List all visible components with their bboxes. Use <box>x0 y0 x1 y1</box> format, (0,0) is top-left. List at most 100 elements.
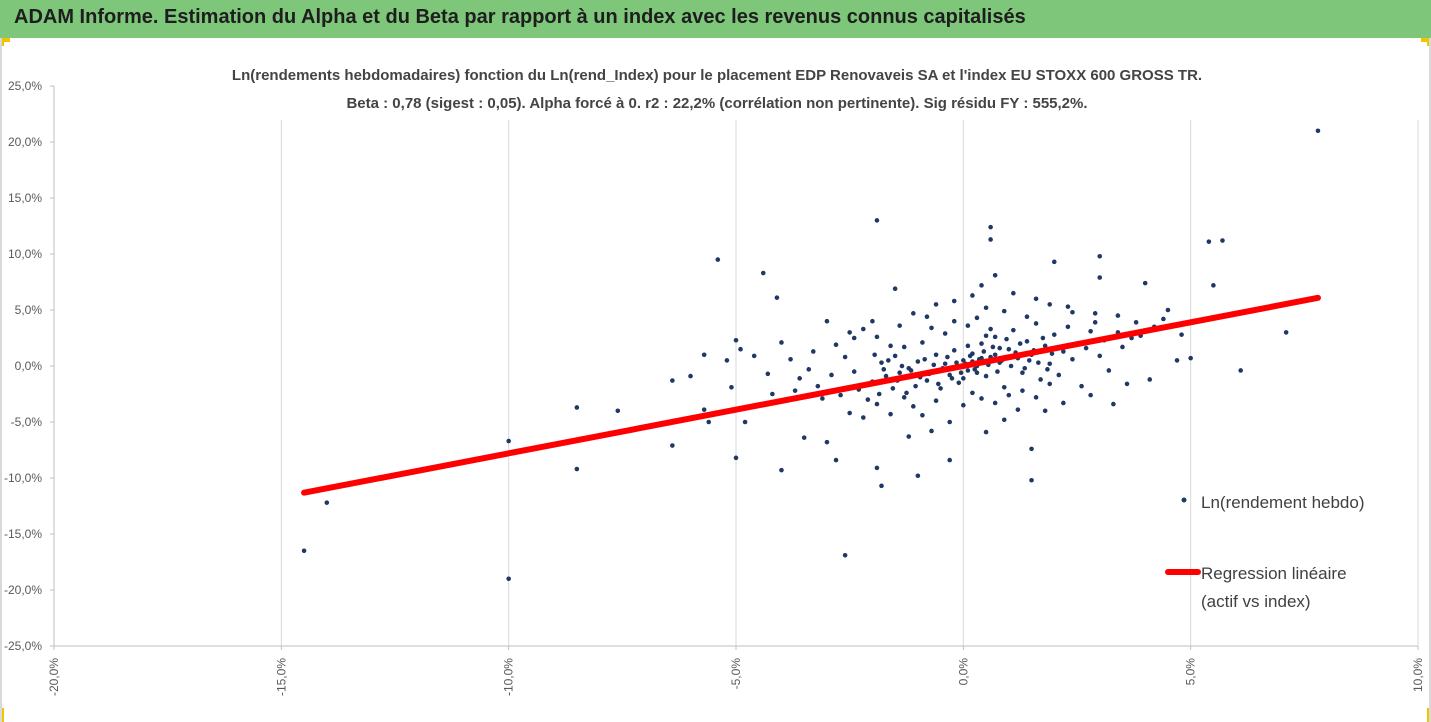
data-point <box>949 376 955 381</box>
data-point <box>979 283 984 288</box>
data-point <box>886 358 891 363</box>
data-point <box>997 345 1003 351</box>
data-point <box>967 353 973 359</box>
data-point <box>1033 395 1039 400</box>
data-point <box>1047 302 1053 307</box>
data-point <box>506 576 511 582</box>
data-point <box>1065 304 1071 309</box>
data-point <box>920 340 925 345</box>
data-point <box>1165 307 1171 313</box>
data-point <box>970 390 975 396</box>
data-point <box>974 370 980 376</box>
data-point <box>1070 356 1075 362</box>
data-point <box>765 371 771 377</box>
data-point <box>888 343 893 349</box>
data-point <box>1174 358 1180 363</box>
data-point <box>947 457 952 463</box>
data-point <box>874 465 880 471</box>
data-point <box>929 428 934 434</box>
data-point <box>861 415 866 420</box>
data-point <box>1211 283 1216 288</box>
data-point <box>979 396 984 401</box>
data-point <box>1040 335 1046 341</box>
y-tick-label: 15,0% <box>8 191 42 205</box>
data-point <box>1070 309 1075 315</box>
data-point <box>1042 343 1048 349</box>
data-point <box>715 257 721 262</box>
data-point <box>1056 372 1062 378</box>
data-point <box>915 359 921 364</box>
data-point <box>324 500 330 505</box>
data-point <box>1142 280 1148 286</box>
frame-left-border <box>0 38 2 722</box>
data-point <box>974 315 980 321</box>
y-tick-label: -15,0% <box>4 527 42 541</box>
data-point <box>874 401 880 407</box>
data-point <box>847 330 852 335</box>
data-point <box>1033 296 1039 302</box>
data-point <box>954 360 959 365</box>
data-point <box>851 335 857 341</box>
data-point <box>847 410 852 416</box>
data-point <box>901 395 907 400</box>
data-point <box>892 353 898 359</box>
data-point <box>883 373 889 379</box>
report-title: ADAM Informe. Estimation du Alpha et du … <box>14 6 1026 28</box>
data-point <box>1238 368 1243 373</box>
y-tick-label: -20,0% <box>4 583 42 597</box>
y-tick-label: -5,0% <box>11 415 43 429</box>
data-point <box>1004 336 1009 342</box>
data-point <box>897 323 902 328</box>
data-point <box>1008 363 1014 369</box>
data-point <box>945 354 950 360</box>
data-point <box>1092 320 1098 325</box>
data-point <box>738 346 743 352</box>
data-points <box>301 128 1321 582</box>
data-point <box>1006 346 1012 352</box>
data-point <box>922 356 927 362</box>
report-header: ADAM Informe. Estimation du Alpha et du … <box>0 0 1431 38</box>
data-point <box>701 352 707 358</box>
x-tick-label: 0,0% <box>956 658 970 686</box>
data-point <box>824 439 830 445</box>
data-point <box>888 411 893 417</box>
data-point <box>988 224 993 230</box>
chart-title: Ln(rendements hebdomadaires) fonction du… <box>232 67 1202 84</box>
data-point <box>890 386 896 391</box>
data-point <box>913 383 918 389</box>
legend-label-points: Ln(rendement hebdo) <box>1201 493 1365 512</box>
data-point <box>961 402 966 408</box>
data-point <box>1083 345 1089 351</box>
data-point <box>1024 314 1030 320</box>
data-point <box>958 370 964 376</box>
y-tick-label: -10,0% <box>4 471 42 485</box>
data-point <box>792 388 798 393</box>
data-point <box>904 390 909 396</box>
legend-label-regression: Regression linéaire <box>1201 564 1347 583</box>
data-point <box>931 362 937 368</box>
data-point <box>1206 239 1212 244</box>
data-point <box>870 318 875 324</box>
data-point <box>1051 259 1057 265</box>
data-point <box>301 548 307 554</box>
data-point <box>1038 377 1043 382</box>
data-point <box>892 286 898 292</box>
data-point <box>872 352 877 358</box>
data-point <box>970 293 975 298</box>
data-point <box>810 349 816 354</box>
data-point <box>915 473 921 479</box>
data-point <box>1120 344 1125 350</box>
data-point <box>670 378 675 383</box>
data-point <box>942 331 948 336</box>
data-point <box>874 334 880 340</box>
corner-accent-top-left-vertical <box>0 38 4 46</box>
data-point <box>992 334 998 340</box>
data-point <box>1011 327 1016 333</box>
data-point <box>936 381 941 387</box>
data-point <box>983 305 989 311</box>
data-point <box>956 380 962 386</box>
data-point <box>1097 353 1103 359</box>
data-point <box>1045 367 1050 372</box>
data-point <box>908 368 914 373</box>
data-point <box>901 344 907 350</box>
